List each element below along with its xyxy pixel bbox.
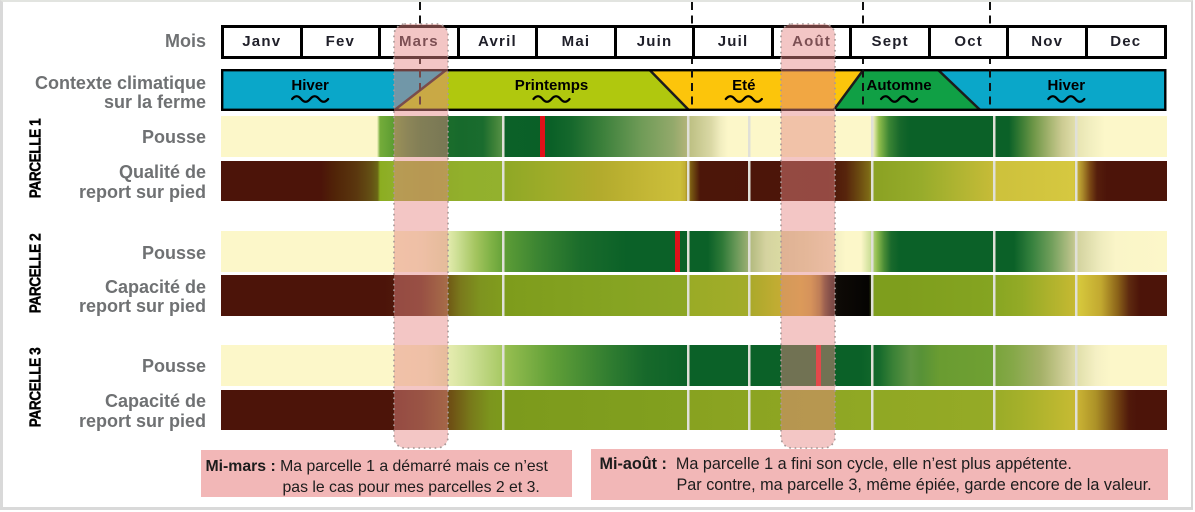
svg-text:Printemps: Printemps — [515, 77, 588, 94]
svg-text:Eté: Eté — [732, 77, 755, 94]
svg-text:Hiver: Hiver — [291, 77, 329, 94]
svg-text:Automne: Automne — [867, 77, 932, 94]
svg-text:Hiver: Hiver — [1048, 77, 1086, 94]
